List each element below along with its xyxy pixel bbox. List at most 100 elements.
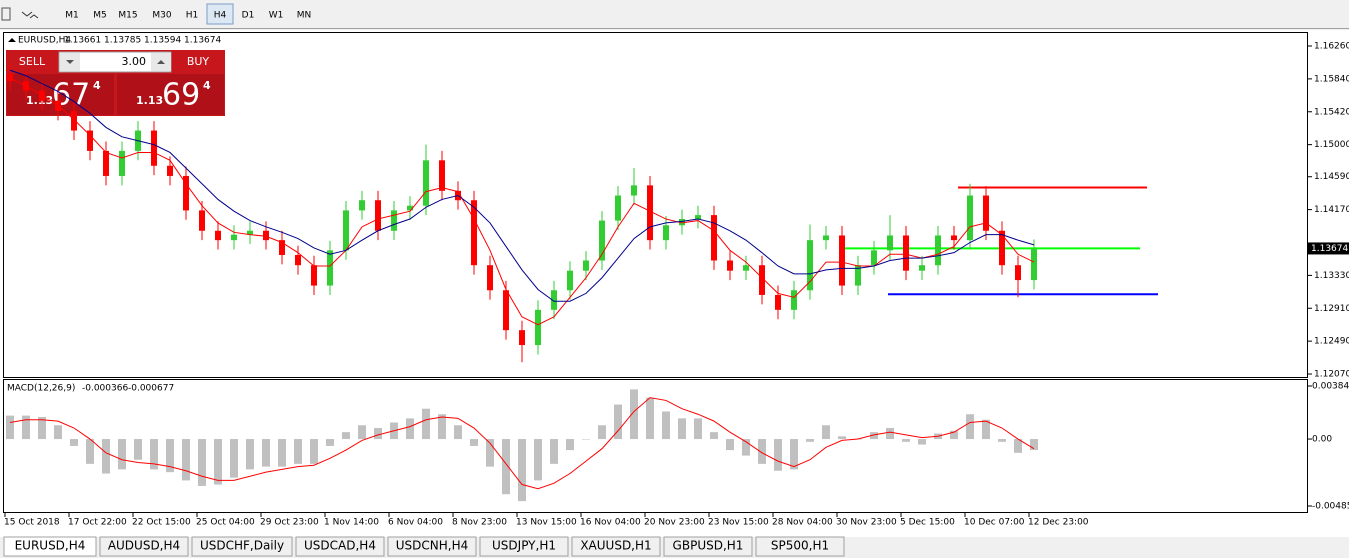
- tab-label[interactable]: USDCNH,H4: [396, 539, 469, 553]
- macd-bar: [214, 439, 222, 485]
- candle-body: [599, 220, 605, 261]
- candle-body: [471, 200, 477, 266]
- candle-body: [919, 265, 925, 271]
- macd-bar: [502, 439, 510, 495]
- tab-label[interactable]: XAUUSD,H1: [580, 539, 651, 553]
- tab-label[interactable]: USDCHF,Daily: [200, 539, 284, 553]
- candle-body: [231, 234, 237, 241]
- tab-label[interactable]: USDJPY,H1: [492, 539, 556, 553]
- timeframe-active[interactable]: [206, 3, 234, 25]
- candle-body: [215, 230, 221, 241]
- tab[interactable]: [479, 536, 569, 557]
- toolbar-icon[interactable]: [1, 7, 11, 21]
- macd-bar: [982, 419, 990, 440]
- timeframe-button[interactable]: W1: [269, 11, 284, 21]
- x-tick-label: 20 Nov 23:00: [644, 518, 705, 528]
- macd-bar: [614, 404, 622, 440]
- tab[interactable]: [295, 536, 385, 557]
- macd-bar: [790, 439, 798, 470]
- candle-body: [871, 250, 877, 266]
- macd-bar: [774, 439, 782, 471]
- timeframe-button[interactable]: M30: [152, 11, 171, 21]
- x-tick-label: 6 Nov 04:00: [388, 518, 443, 528]
- pane-arrow: [8, 38, 16, 42]
- tab[interactable]: [663, 536, 753, 557]
- candle-body: [679, 219, 685, 226]
- candle-body: [7, 74, 13, 82]
- timeframe-button[interactable]: H4: [214, 11, 227, 21]
- tab[interactable]: [387, 536, 477, 557]
- candle-body: [375, 200, 381, 231]
- ohlc-value: 1.13785: [104, 36, 141, 46]
- x-tick-label: 23 Nov 15:00: [708, 518, 769, 528]
- macd-bar: [646, 397, 654, 440]
- ohlc-value: 1.13594: [144, 36, 181, 46]
- macd-bar: [422, 408, 430, 440]
- tab[interactable]: [755, 536, 845, 557]
- tab-label[interactable]: EURUSD,H4: [15, 539, 86, 553]
- candle-body: [551, 290, 557, 310]
- y-tick-label: 1.12070: [1314, 370, 1349, 380]
- macd-bar: [630, 389, 638, 440]
- candle-body: [327, 250, 333, 286]
- macd-bar: [22, 415, 30, 440]
- tab-label[interactable]: GBPUSD,H1: [673, 539, 744, 553]
- candle-body: [247, 230, 253, 235]
- macd-bar: [870, 432, 878, 440]
- moving-average: [9, 69, 1035, 302]
- x-tick-label: 17 Oct 22:00: [68, 518, 127, 528]
- candle-body: [503, 290, 509, 331]
- y-tick-label: 1.14170: [1314, 205, 1349, 215]
- tab-label[interactable]: SP500,H1: [771, 539, 829, 553]
- macd-bar: [182, 439, 190, 481]
- candle-body: [87, 130, 93, 151]
- tab[interactable]: [99, 536, 189, 557]
- timeframe-button[interactable]: M15: [118, 11, 137, 21]
- macd-bar: [566, 439, 574, 451]
- candle-body: [743, 265, 749, 271]
- macd-bar: [406, 418, 414, 440]
- tab[interactable]: [571, 536, 661, 557]
- candle-body: [791, 290, 797, 310]
- sell-label[interactable]: SELL: [19, 55, 46, 68]
- timeframe-button[interactable]: M1: [65, 11, 79, 21]
- candle-body: [343, 210, 349, 251]
- macd-bar: [310, 439, 318, 464]
- toolbar-icon[interactable]: [21, 11, 39, 19]
- buy-button[interactable]: [117, 74, 224, 115]
- candle-body: [183, 175, 189, 211]
- macd-bar: [1014, 439, 1022, 453]
- macd-bar: [806, 439, 814, 442]
- timeframe-button[interactable]: MN: [297, 11, 312, 21]
- tab[interactable]: [191, 536, 293, 557]
- timeframe-button[interactable]: D1: [242, 11, 255, 21]
- macd-bar: [342, 432, 350, 440]
- macd-bar: [150, 439, 158, 470]
- macd-bar: [70, 439, 78, 446]
- macd-bar: [534, 439, 542, 481]
- candle-body: [855, 265, 861, 286]
- tab-active[interactable]: [3, 536, 97, 557]
- macd-signal: [9, 397, 1035, 490]
- candle-body: [119, 150, 125, 176]
- macd-bar: [742, 439, 750, 456]
- timeframe-button[interactable]: H1: [186, 11, 199, 21]
- y-tick-label: 0.003847: [1312, 381, 1349, 391]
- tab-label[interactable]: AUDUSD,H4: [108, 539, 180, 553]
- candle-body: [567, 270, 573, 291]
- macd-bar: [518, 439, 526, 502]
- tab-label[interactable]: USDCAD,H4: [304, 539, 376, 553]
- x-tick-label: 29 Oct 23:00: [260, 518, 319, 528]
- timeframe-button[interactable]: M5: [93, 11, 107, 21]
- candle-body: [663, 225, 669, 241]
- macd-bar: [598, 425, 606, 440]
- candle-body: [167, 165, 173, 176]
- macd-bar: [454, 425, 462, 440]
- y-tick-label: 1.15000: [1314, 140, 1349, 150]
- macd-bar: [486, 439, 494, 467]
- buy-label[interactable]: BUY: [187, 55, 210, 68]
- candle-body: [263, 230, 269, 241]
- macd-bar: [294, 439, 302, 464]
- macd-bar: [726, 439, 734, 451]
